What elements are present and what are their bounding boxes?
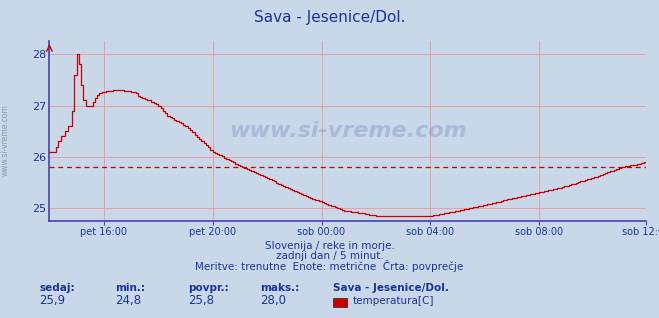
Text: min.:: min.: <box>115 283 146 293</box>
Text: povpr.:: povpr.: <box>188 283 229 293</box>
Text: 25,9: 25,9 <box>40 294 66 307</box>
Text: zadnji dan / 5 minut.: zadnji dan / 5 minut. <box>275 251 384 261</box>
Text: Slovenija / reke in morje.: Slovenija / reke in morje. <box>264 241 395 252</box>
Text: Sava - Jesenice/Dol.: Sava - Jesenice/Dol. <box>254 10 405 25</box>
Text: www.si-vreme.com: www.si-vreme.com <box>1 104 10 176</box>
Text: sedaj:: sedaj: <box>40 283 75 293</box>
Text: Meritve: trenutne  Enote: metrične  Črta: povprečje: Meritve: trenutne Enote: metrične Črta: … <box>195 259 464 272</box>
Text: www.si-vreme.com: www.si-vreme.com <box>229 121 467 141</box>
Text: 25,8: 25,8 <box>188 294 214 307</box>
Text: maks.:: maks.: <box>260 283 300 293</box>
Text: 28,0: 28,0 <box>260 294 286 307</box>
Text: temperatura[C]: temperatura[C] <box>353 295 434 306</box>
Text: 24,8: 24,8 <box>115 294 142 307</box>
Text: Sava - Jesenice/Dol.: Sava - Jesenice/Dol. <box>333 283 449 293</box>
